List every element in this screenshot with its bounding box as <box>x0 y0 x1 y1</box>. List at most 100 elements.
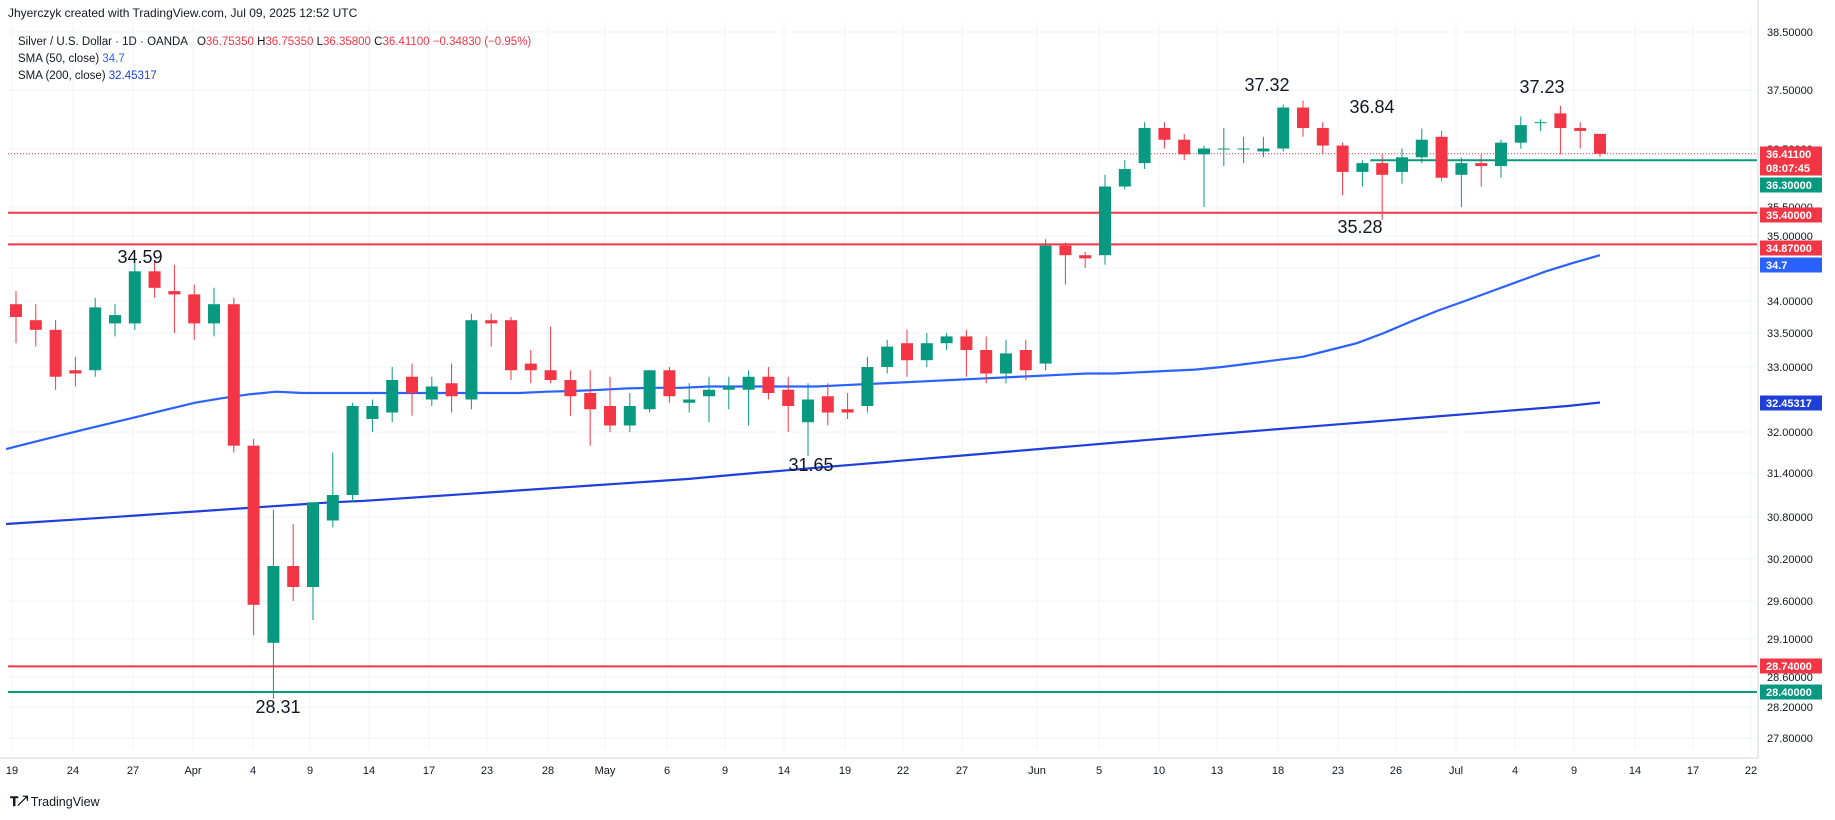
candle-body[interactable] <box>346 406 359 495</box>
candle-body[interactable] <box>1000 353 1012 374</box>
candle-body[interactable] <box>109 315 121 324</box>
high-value: 36.75350 <box>265 36 314 48</box>
candle-body[interactable] <box>940 336 953 344</box>
candle-body[interactable] <box>1019 350 1032 371</box>
candle-body[interactable] <box>802 399 814 423</box>
candle-body[interactable] <box>208 304 220 324</box>
candle-body[interactable] <box>742 376 755 390</box>
candle-body[interactable] <box>307 502 319 587</box>
candle-body[interactable] <box>663 370 676 397</box>
candle-body[interactable] <box>485 320 498 324</box>
candle-body[interactable] <box>1257 148 1270 152</box>
candle-body[interactable] <box>1435 136 1448 178</box>
sma200-row[interactable]: SMA (200, close) 32.45317 <box>18 68 531 85</box>
candle-body[interactable] <box>722 386 735 390</box>
candle-body[interactable] <box>465 320 478 400</box>
candle-body[interactable] <box>425 386 438 400</box>
candle-body[interactable] <box>1356 163 1369 172</box>
candle-body[interactable] <box>1178 139 1191 155</box>
candle-body[interactable] <box>1079 255 1092 259</box>
candle-body[interactable] <box>89 307 102 371</box>
symbol-name[interactable]: Silver / U.S. Dollar · 1D · OANDA <box>18 36 188 48</box>
time-axis-label: 26 <box>1390 765 1402 777</box>
candle-body[interactable] <box>168 291 181 295</box>
candle-body[interactable] <box>326 495 339 521</box>
candle-body[interactable] <box>881 346 894 367</box>
time-axis-label: 17 <box>423 765 435 777</box>
candle-body[interactable] <box>901 343 913 361</box>
candle-body[interactable] <box>782 389 795 406</box>
candle-body[interactable] <box>1039 245 1052 364</box>
candle-body[interactable] <box>604 406 616 426</box>
price-badge <box>1760 160 1822 176</box>
candle-body[interactable] <box>1217 148 1230 150</box>
candle-body[interactable] <box>544 370 557 380</box>
candle-body[interactable] <box>1138 128 1151 164</box>
candle-body[interactable] <box>762 376 775 393</box>
candle-body[interactable] <box>861 367 874 406</box>
candle-body[interactable] <box>287 566 300 587</box>
candle-body[interactable] <box>227 304 240 446</box>
candle-body[interactable] <box>267 566 280 643</box>
candle-body[interactable] <box>1237 148 1250 150</box>
candle-body[interactable] <box>1277 107 1290 149</box>
time-axis-label: 9 <box>307 765 313 777</box>
candle-body[interactable] <box>524 363 537 371</box>
candle-body[interactable] <box>841 409 854 413</box>
candle-body[interactable] <box>1534 122 1547 124</box>
candle-body[interactable] <box>49 329 62 377</box>
candle-body[interactable] <box>505 320 517 371</box>
price-axis-label: 28.20000 <box>1767 702 1813 714</box>
candle-body[interactable] <box>1594 133 1606 154</box>
sma200-line[interactable] <box>6 401 1601 526</box>
price-axis-label: 33.00000 <box>1767 362 1813 374</box>
candle-body[interactable] <box>1495 142 1507 167</box>
tradingview-logo[interactable]: 𝐓↗ TradingView <box>10 794 100 810</box>
candle-body[interactable] <box>1376 163 1389 175</box>
candle-body[interactable] <box>584 393 597 410</box>
candle-body[interactable] <box>366 406 379 419</box>
candle-body[interactable] <box>1118 168 1131 187</box>
time-axis-label: 10 <box>1153 765 1165 777</box>
candle-body[interactable] <box>1316 128 1329 146</box>
candle-body[interactable] <box>1297 107 1309 129</box>
candle-body[interactable] <box>386 380 399 413</box>
candle-body[interactable] <box>1198 148 1210 155</box>
candle-body[interactable] <box>683 399 696 403</box>
candle-body[interactable] <box>445 383 458 397</box>
candle-body[interactable] <box>1455 163 1468 175</box>
candle-body[interactable] <box>148 271 161 288</box>
candle-body[interactable] <box>1574 128 1587 131</box>
candle-body[interactable] <box>564 380 577 397</box>
candle-body[interactable] <box>1099 186 1111 256</box>
candle-body[interactable] <box>69 370 82 374</box>
price-badge-label: 34.7 <box>1766 260 1787 272</box>
candle-body[interactable] <box>29 320 42 330</box>
candle-body[interactable] <box>247 445 260 605</box>
candle-body[interactable] <box>1336 145 1349 172</box>
candle-body[interactable] <box>1514 125 1527 143</box>
candle-body[interactable] <box>920 343 933 361</box>
candle-body[interactable] <box>623 406 636 426</box>
candle-body[interactable] <box>1554 113 1567 129</box>
tradingview-logo-icon: 𝐓↗ <box>10 794 28 809</box>
candle-body[interactable] <box>406 376 418 393</box>
sma50-row[interactable]: SMA (50, close) 34.7 <box>18 51 531 68</box>
candle-body[interactable] <box>1475 163 1488 167</box>
candle-body[interactable] <box>128 271 141 324</box>
candle-body[interactable] <box>1396 157 1408 172</box>
price-badge <box>1760 257 1822 273</box>
candle-body[interactable] <box>1059 245 1072 256</box>
candle-body[interactable] <box>821 396 834 413</box>
candle-body[interactable] <box>960 336 973 350</box>
candle-body[interactable] <box>703 389 715 397</box>
price-axis-label: 35.00000 <box>1767 231 1813 243</box>
candle-body[interactable] <box>1158 128 1171 140</box>
candle-body[interactable] <box>643 370 656 410</box>
candle-body[interactable] <box>1415 139 1428 158</box>
sma50-line[interactable] <box>5 254 1601 451</box>
candle-body[interactable] <box>10 304 22 317</box>
candle-body[interactable] <box>188 294 201 324</box>
candle-body[interactable] <box>980 350 993 374</box>
